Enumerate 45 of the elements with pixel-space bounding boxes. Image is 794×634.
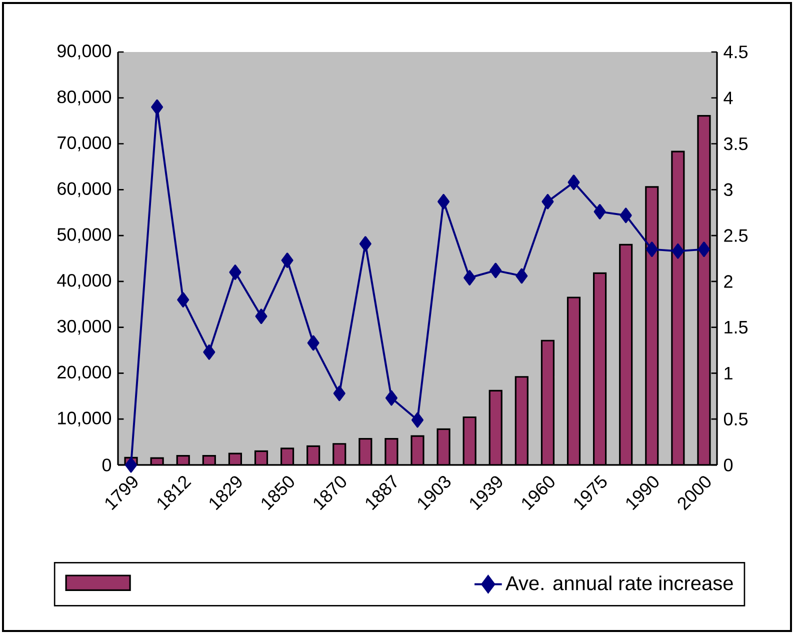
point: [438, 194, 450, 210]
point: [385, 390, 398, 406]
legend-label: Ave. annual rate increase: [506, 576, 733, 590]
y-tick-label: 80,000: [57, 90, 112, 106]
point: [490, 262, 502, 278]
y-tick-label: 0: [102, 458, 112, 472]
y2-tick-label: 3.5: [724, 137, 748, 150]
y-tick-label: 60,000: [58, 182, 112, 198]
point: [151, 99, 164, 115]
point: [229, 264, 242, 280]
y2-tick-label: 2.5: [724, 229, 748, 242]
y2-tick-label: 0: [724, 458, 733, 472]
y-tick-label: 70,000: [58, 136, 112, 152]
y-tick-label: 20,000: [58, 366, 112, 381]
point: [281, 252, 294, 268]
point: [412, 412, 424, 428]
y2-tick-label: 4.5: [724, 46, 748, 58]
y-tick-label: 30,000: [57, 320, 112, 335]
point: [698, 242, 710, 257]
point: [125, 457, 138, 473]
y-tick-label: 40,000: [57, 274, 112, 289]
y-tick-label: 10,000: [58, 412, 112, 427]
point: [255, 308, 268, 324]
point: [672, 243, 684, 259]
y2-tick-label: 3: [724, 183, 732, 196]
point: [359, 236, 372, 252]
y2-tick-label: 1: [724, 367, 732, 380]
point: [542, 194, 554, 210]
point: [620, 208, 632, 224]
point: [333, 386, 346, 402]
y2-tick-label: 4: [724, 92, 733, 104]
y-tick-label: 50,000: [57, 228, 112, 243]
y2-tick-label: 0.5: [724, 412, 748, 426]
point: [594, 204, 606, 220]
point: [568, 174, 580, 190]
y2-tick-label: 2: [724, 275, 732, 288]
bar: [697, 114, 711, 465]
point: [464, 270, 476, 286]
point: [203, 344, 216, 360]
point: [177, 292, 190, 308]
point: [516, 268, 528, 284]
y-tick-label: 90,000: [58, 44, 112, 60]
point: [307, 335, 320, 351]
point: [646, 242, 658, 257]
y2-tick-label: 1.5: [724, 321, 748, 334]
